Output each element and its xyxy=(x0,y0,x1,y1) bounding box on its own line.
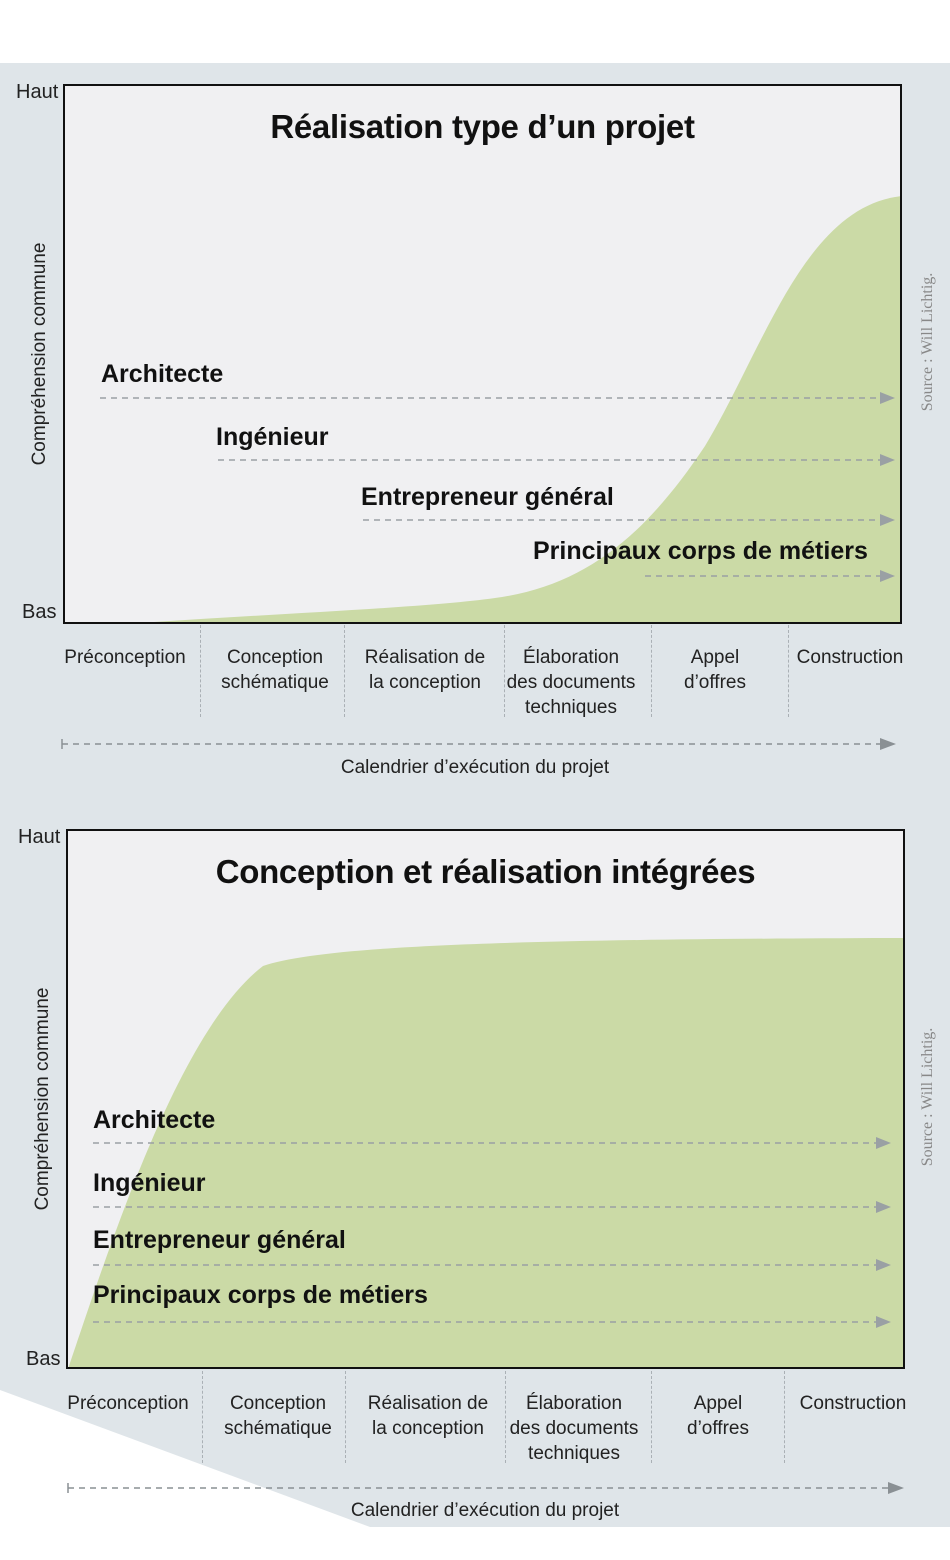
phase-label-documents: Élaboration des documents techniques xyxy=(509,1393,639,1464)
role-label-entrepreneur: Entrepreneur général xyxy=(93,1226,346,1254)
role-label-ingenieur: Ingénieur xyxy=(93,1169,206,1197)
phase-label-realisation: Réalisation de la conception xyxy=(364,647,486,693)
arrow-heads xyxy=(876,1137,891,1328)
phase-divider xyxy=(344,625,345,717)
phase-divider xyxy=(505,1371,506,1463)
x-axis-title: Calendrier d’exécution du projet xyxy=(350,1500,620,1521)
y-axis-low-label: Bas xyxy=(26,1348,61,1370)
role-label-corps-metiers: Principaux corps de métiers xyxy=(93,1281,428,1309)
phase-label-preconception: Préconception xyxy=(67,1393,189,1414)
phase-label-appel-offres: Appel d’offres xyxy=(687,1393,749,1439)
phase-divider xyxy=(651,625,652,717)
phase-divider xyxy=(345,1371,346,1463)
phase-label-construction: Construction xyxy=(796,647,904,668)
x-axis-title: Calendrier d’exécution du projet xyxy=(340,757,610,778)
plot-area: Réalisation type d’un projet Architecte … xyxy=(63,84,902,624)
phase-divider xyxy=(651,1371,652,1463)
role-label-corps-metiers: Principaux corps de métiers xyxy=(533,537,868,565)
timeline-arrow xyxy=(61,738,896,750)
chart-title: Réalisation type d’un projet xyxy=(270,108,695,145)
y-axis-low-label: Bas xyxy=(22,601,57,623)
understanding-curve xyxy=(100,196,900,622)
role-label-entrepreneur: Entrepreneur général xyxy=(361,483,614,511)
understanding-curve xyxy=(68,938,903,1367)
phase-label-realisation: Réalisation de la conception xyxy=(367,1393,489,1439)
phase-divider xyxy=(784,1371,785,1463)
chart-title: Conception et réalisation intégrées xyxy=(215,853,756,890)
arrow-heads xyxy=(880,392,895,582)
chart-panel-typical: Haut Bas Compréhension commune Source : … xyxy=(0,63,950,808)
phase-label-documents: Élaboration des documents techniques xyxy=(506,647,636,718)
role-label-ingenieur: Ingénieur xyxy=(216,423,329,451)
curve-area xyxy=(154,196,900,622)
role-label-architecte: Architecte xyxy=(101,360,224,388)
y-axis-high-label: Haut xyxy=(16,81,59,103)
chart-panel-integrated: Haut Bas Compréhension commune Source : … xyxy=(0,808,950,1560)
phase-divider xyxy=(202,1371,203,1463)
phase-label-preconception: Préconception xyxy=(64,647,186,668)
phase-divider xyxy=(504,625,505,717)
phase-label-construction: Construction xyxy=(799,1393,907,1414)
plot-area: Conception et réalisation intégrées Arch… xyxy=(66,829,905,1369)
y-axis-high-label: Haut xyxy=(18,826,61,848)
role-label-architecte: Architecte xyxy=(93,1106,216,1134)
phase-label-appel-offres: Appel d’offres xyxy=(684,647,746,693)
phase-divider xyxy=(200,625,201,717)
role-arrows xyxy=(100,397,885,577)
phase-label-schematique: Conception schématique xyxy=(224,1393,332,1439)
role-arrows xyxy=(93,1142,878,1323)
timeline-arrow xyxy=(67,1482,904,1494)
curve-area xyxy=(68,938,903,1367)
phase-label-schematique: Conception schématique xyxy=(221,647,329,693)
phase-divider xyxy=(788,625,789,717)
